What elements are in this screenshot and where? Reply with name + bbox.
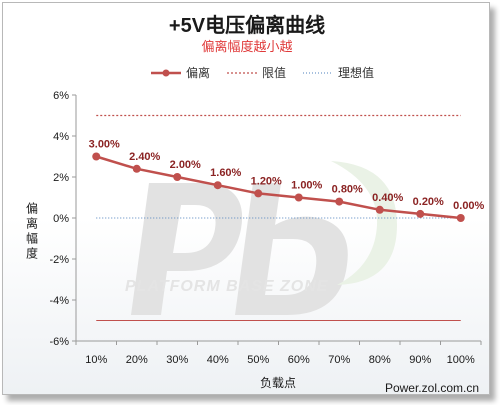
deviation-point — [132, 164, 141, 173]
data-label: 0.00% — [453, 200, 484, 212]
x-tick-label: 30% — [166, 354, 188, 366]
chart-frame: PLATFORM BASE ZONE +5V电压偏离曲线 偏离幅度越小越 偏离 … — [2, 2, 490, 395]
legend-label-ideal: 理想值 — [338, 65, 374, 80]
x-axis-ticks: 10% 20% 30% 40% 50% 60% 70% 80% 90% 100% — [75, 341, 482, 366]
y-tick-label: -4% — [49, 295, 69, 307]
data-label: 1.20% — [251, 175, 282, 187]
chart-canvas: PLATFORM BASE ZONE +5V电压偏离曲线 偏离幅度越小越 偏离 … — [26, 13, 485, 395]
y-tick-label: 6% — [53, 90, 69, 102]
deviation-line — [95, 155, 461, 220]
x-tick-label: 50% — [247, 354, 269, 366]
data-label: 1.60% — [210, 167, 241, 179]
chart-subtitle: 偏离幅度越小越 — [201, 39, 292, 54]
y-axis-ticks: -6% -4% -2% 0% 2% 4% 6% — [49, 90, 76, 348]
x-tick-label: 70% — [328, 354, 350, 366]
data-label: 0.80% — [332, 184, 363, 196]
x-tick-label: 80% — [369, 354, 391, 366]
deviation-point — [254, 189, 263, 198]
x-tick-label: 10% — [85, 354, 107, 366]
y-axis-title-char: 度 — [26, 246, 38, 261]
x-tick-label: 90% — [409, 354, 431, 366]
legend-label-deviation: 偏离 — [186, 65, 210, 80]
y-axis-title-char: 偏 — [26, 201, 38, 216]
data-label: 0.20% — [413, 196, 444, 208]
chart-title: +5V电压偏离曲线 — [169, 13, 325, 37]
data-labels: 3.00% 2.40% 2.00% 1.60% 1.20% 1.00% 0.80% 0.40%… — [89, 139, 485, 213]
y-tick-label: -2% — [49, 254, 69, 266]
deviation-point — [335, 197, 344, 206]
site-credit: Power.zol.com.cn — [385, 381, 479, 395]
legend-item-ideal: 理想值 — [303, 65, 374, 80]
legend-item-limit: 限值 — [227, 65, 286, 80]
deviation-point — [416, 209, 425, 218]
data-label: 2.00% — [170, 159, 201, 171]
legend-label-limit: 限值 — [262, 65, 286, 80]
reference-lines — [96, 114, 461, 321]
deviation-point — [92, 152, 101, 161]
y-tick-label: 0% — [53, 213, 69, 225]
x-tick-label: 20% — [126, 354, 148, 366]
legend-marker-deviation — [162, 69, 170, 77]
data-label: 3.00% — [89, 139, 120, 151]
x-tick-label: 60% — [288, 354, 310, 366]
deviation-series — [92, 152, 465, 222]
data-label: 1.00% — [291, 180, 322, 192]
data-label: 2.40% — [129, 151, 160, 163]
x-tick-label: 40% — [207, 354, 229, 366]
y-axis-title-char: 幅 — [26, 231, 38, 246]
y-tick-label: -6% — [49, 336, 69, 348]
deviation-point — [294, 193, 303, 202]
y-axis-title-char: 离 — [26, 216, 38, 231]
deviation-point — [375, 205, 384, 214]
y-axis-title: 偏离幅度 — [26, 201, 38, 261]
watermark-logo: PLATFORM BASE ZONE — [125, 161, 397, 315]
legend-item-deviation: 偏离 — [151, 65, 210, 80]
watermark-text: PLATFORM BASE ZONE — [125, 278, 329, 295]
legend: 偏离 限值 理想值 — [151, 65, 374, 80]
x-axis-title: 负载点 — [260, 376, 296, 390]
deviation-point — [213, 181, 222, 190]
x-tick-label: 100% — [447, 354, 475, 366]
deviation-point — [456, 214, 465, 222]
y-tick-label: 2% — [53, 172, 69, 184]
y-tick-label: 4% — [53, 131, 69, 143]
data-label: 0.40% — [372, 192, 403, 204]
deviation-point — [173, 173, 182, 181]
plot-area: -6% -4% -2% 0% 2% 4% 6% 10% 20% 30% 40% 50% 60% 70% 8… — [49, 90, 484, 366]
